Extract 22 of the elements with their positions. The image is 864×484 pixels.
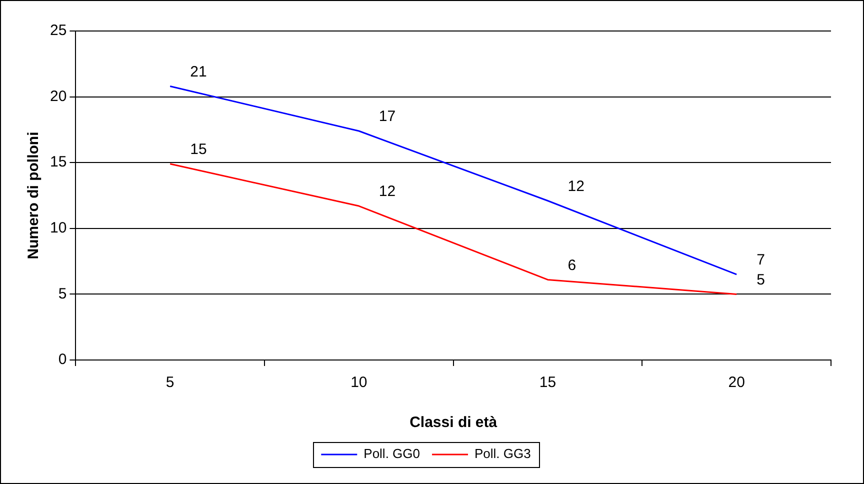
x-tick-label: 10 — [350, 374, 368, 392]
y-tick-label: 10 — [50, 220, 67, 237]
y-tick-label: 5 — [58, 285, 67, 302]
data-label: 15 — [190, 141, 207, 158]
y-axis-title: Numero di polloni — [25, 132, 42, 260]
x-axis-title: Classi di età — [410, 414, 498, 432]
data-label: 17 — [378, 108, 396, 126]
x-tick-label: 5 — [166, 374, 174, 392]
y-tick-label: 25 — [50, 22, 67, 40]
data-label: 5 — [756, 271, 765, 288]
y-tick-label: 15 — [50, 154, 67, 171]
legend-label: Poll. GG0 — [364, 446, 420, 462]
x-tick-label: 15 — [539, 374, 556, 392]
data-label: 21 — [190, 63, 207, 80]
data-label: 6 — [568, 256, 576, 274]
y-tick-label: 0 — [58, 351, 67, 368]
x-tick-label: 20 — [728, 374, 745, 392]
legend-label: Poll. GG3 — [474, 446, 531, 462]
data-label: 12 — [568, 178, 584, 195]
data-label: 12 — [378, 183, 396, 200]
y-tick-label: 20 — [50, 88, 67, 105]
data-label: 7 — [756, 252, 765, 269]
